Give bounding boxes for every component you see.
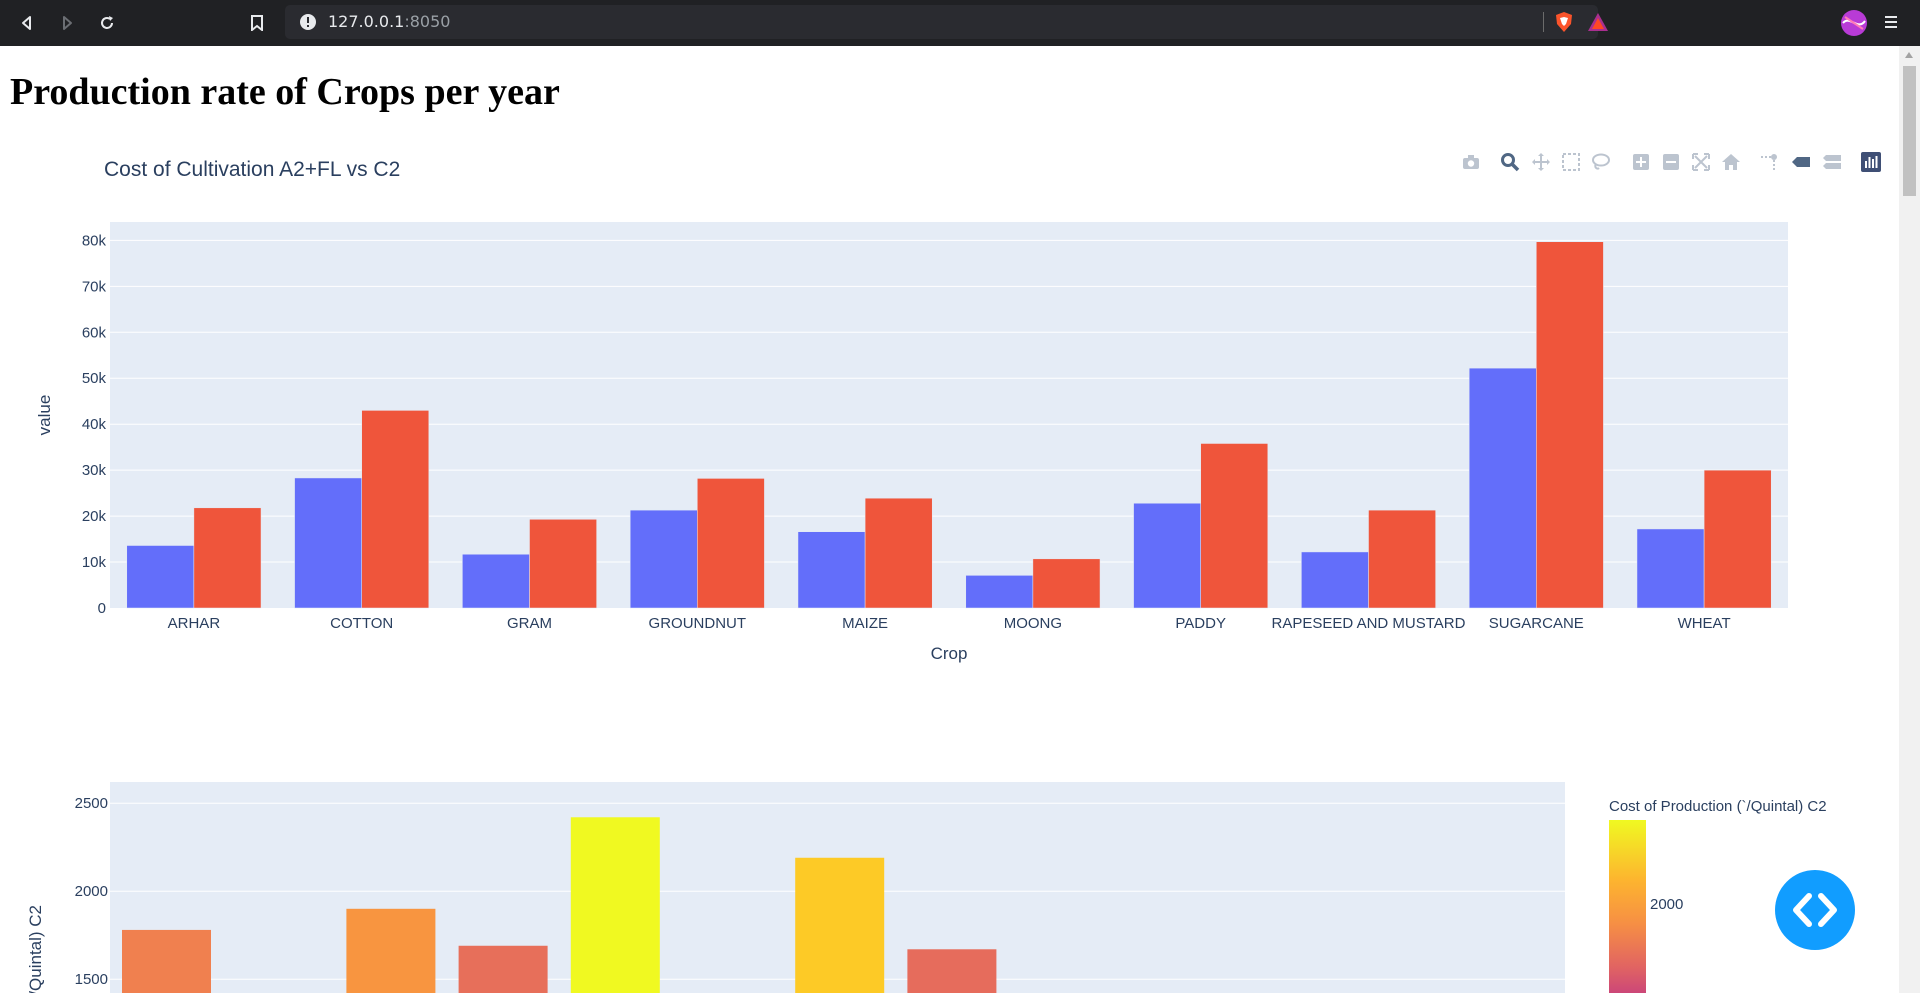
bar[interactable] <box>697 478 765 609</box>
bar[interactable] <box>126 545 195 609</box>
y-tick-label: 40k <box>82 416 107 433</box>
bookmark-button[interactable] <box>243 9 271 37</box>
x-tick-label: WHEAT <box>1678 615 1731 632</box>
back-arrow-icon <box>22 16 31 30</box>
bookmark-icon <box>251 15 263 31</box>
bar[interactable] <box>462 553 530 609</box>
x-tick-label: PADDY <box>1175 615 1226 632</box>
cost-of-cultivation-chart: Cost of Cultivation A2+FL vs C2 0 10k 20k 3… <box>35 158 1788 663</box>
spike-lines-icon[interactable] <box>1759 152 1779 172</box>
profile-avatar[interactable] <box>1840 9 1868 37</box>
forward-arrow-icon <box>63 16 72 30</box>
x-tick-label: SUGARCANE <box>1489 615 1584 632</box>
pan-icon[interactable] <box>1531 152 1551 172</box>
brave-rewards-icon[interactable] <box>1587 12 1609 32</box>
y-tick-label: 70k <box>82 278 107 295</box>
y-tick-label: 1500 <box>75 971 108 988</box>
bar[interactable] <box>361 410 430 609</box>
scroll-up-arrow-icon[interactable] <box>1904 51 1914 59</box>
browser-toolbar: 127.0.0.1:8050 <box>0 0 1920 46</box>
dev-tools-button[interactable] <box>1775 870 1855 950</box>
hover-compare-icon[interactable] <box>1822 152 1842 172</box>
y-tick-label: 2000 <box>75 883 108 900</box>
x-tick-label: MAIZE <box>842 615 888 632</box>
url-host: 127.0.0.1 <box>328 12 405 31</box>
bar[interactable] <box>1468 367 1537 609</box>
x-tick-label: GROUNDNUT <box>649 615 747 632</box>
bar[interactable] <box>346 908 436 993</box>
brave-shields-icon[interactable] <box>1554 11 1574 33</box>
bar[interactable] <box>1200 443 1269 609</box>
page-title: Production rate of Crops per year <box>10 71 560 113</box>
y-tick-label: 60k <box>82 324 107 341</box>
bar[interactable] <box>193 507 262 609</box>
reload-button[interactable] <box>93 9 121 37</box>
forward-button[interactable] <box>53 9 81 37</box>
y-tick-label: 2500 <box>75 795 108 812</box>
camera-icon[interactable] <box>1461 152 1481 172</box>
chart-title: Cost of Cultivation A2+FL vs C2 <box>104 158 400 181</box>
bar[interactable] <box>797 531 866 609</box>
y-axis-label: value <box>35 395 54 436</box>
scrollbar-thumb[interactable] <box>1903 66 1916 196</box>
colorbar-title: Cost of Production (`/Quintal) C2 <box>1609 798 1827 815</box>
url-divider <box>1543 12 1544 32</box>
y-tick-label: 80k <box>82 232 107 249</box>
bar[interactable] <box>864 497 933 609</box>
y-axis-label-2: (`/Quintal) C2 <box>26 905 45 993</box>
bar[interactable] <box>458 945 548 993</box>
bar[interactable] <box>122 929 211 993</box>
zoom-in-icon[interactable] <box>1631 152 1651 172</box>
y-tick-label: 10k <box>82 554 107 571</box>
url-port: :8050 <box>404 12 451 31</box>
x-tick-label: ARHAR <box>168 615 221 632</box>
y-tick-label: 50k <box>82 370 107 387</box>
bar[interactable] <box>907 949 997 993</box>
bar[interactable] <box>529 519 597 609</box>
url-text: 127.0.0.1:8050 <box>328 12 450 31</box>
colorbar-tick: 2000 <box>1650 896 1683 913</box>
colorbar <box>1609 820 1646 993</box>
bar[interactable] <box>965 575 1034 609</box>
bar[interactable] <box>1368 509 1436 609</box>
plotly-logo-icon[interactable] <box>1861 152 1881 172</box>
info-icon <box>300 14 316 30</box>
cost-of-production-chart: 1500 2000 2500 (`/Quintal) C2 Cost of Prod… <box>26 782 1827 993</box>
menu-icon[interactable] <box>1884 14 1898 30</box>
reset-axes-icon[interactable] <box>1721 152 1741 172</box>
x-tick-label: RAPESEED AND MUSTARD <box>1272 615 1466 632</box>
autoscale-icon[interactable] <box>1691 152 1711 172</box>
code-brackets-icon <box>1793 893 1837 927</box>
bar[interactable] <box>1301 551 1369 609</box>
x-axis-label: Crop <box>931 644 968 663</box>
y-tick-label: 20k <box>82 508 107 525</box>
x-tick-label: MOONG <box>1004 615 1062 632</box>
box-select-icon[interactable] <box>1561 152 1581 172</box>
bar[interactable] <box>1636 528 1705 609</box>
bar[interactable] <box>1032 558 1101 609</box>
x-tick-label: GRAM <box>507 615 552 632</box>
back-button[interactable] <box>13 9 41 37</box>
bar[interactable] <box>1536 241 1604 609</box>
page-scrollbar[interactable] <box>1899 46 1920 993</box>
zoom-icon[interactable] <box>1500 152 1520 172</box>
bar[interactable] <box>795 857 885 993</box>
address-bar[interactable]: 127.0.0.1:8050 <box>285 5 1608 39</box>
bar[interactable] <box>570 817 660 993</box>
bar[interactable] <box>629 509 698 609</box>
bar[interactable] <box>1703 469 1772 609</box>
hover-closest-icon[interactable] <box>1791 152 1811 172</box>
y-tick-label: 30k <box>82 462 107 479</box>
reload-icon <box>101 16 113 29</box>
x-tick-label: COTTON <box>330 615 393 632</box>
lasso-icon[interactable] <box>1591 152 1611 172</box>
zoom-out-icon[interactable] <box>1661 152 1681 172</box>
bar[interactable] <box>1133 502 1201 609</box>
y-tick-label: 0 <box>98 600 106 617</box>
